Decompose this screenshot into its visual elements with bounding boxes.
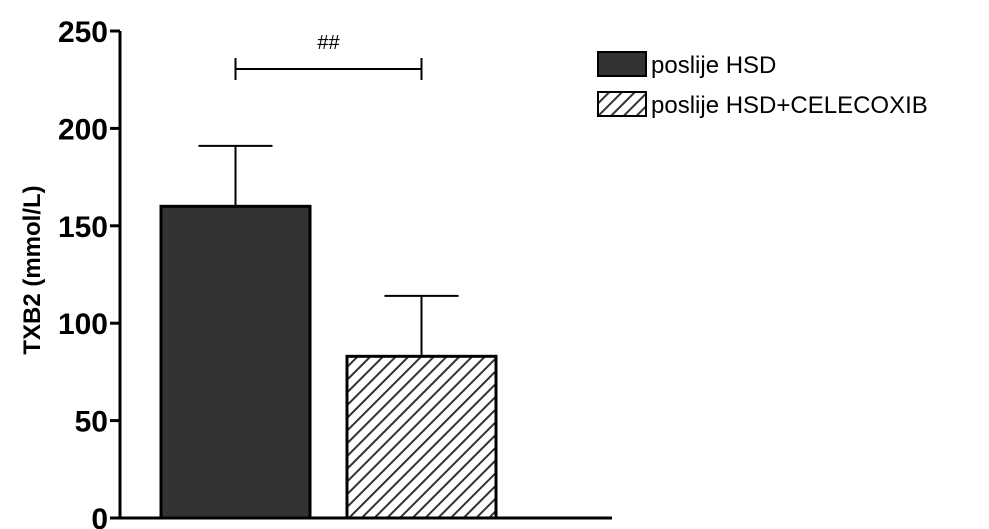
y-tick-label: 250 — [58, 16, 108, 49]
error-bars — [198, 144, 459, 357]
bar-2 — [345, 354, 498, 520]
y-axis-label: TXB2 (mmol/L) — [19, 185, 46, 354]
legend-label-2: poslije HSD+CELECOXIB — [651, 92, 928, 119]
y-tick-label: 200 — [58, 113, 108, 146]
legend-swatch-2 — [597, 91, 647, 117]
significance-label: ## — [317, 32, 340, 54]
y-tick-label: 150 — [58, 211, 108, 244]
bars — [159, 204, 498, 520]
y-tick-label: 50 — [75, 406, 108, 439]
legend: poslije HSD poslije HSD+CELECOXIB — [597, 51, 928, 119]
y-ticks: 0 50 100 150 200 250 — [58, 16, 120, 529]
y-tick-label: 100 — [58, 308, 108, 341]
legend-label-1: poslije HSD — [651, 52, 776, 79]
y-tick-label: 0 — [91, 503, 108, 529]
legend-swatch-1 — [597, 51, 647, 77]
significance-bracket: ## — [234, 32, 423, 80]
bar-1 — [159, 204, 312, 520]
